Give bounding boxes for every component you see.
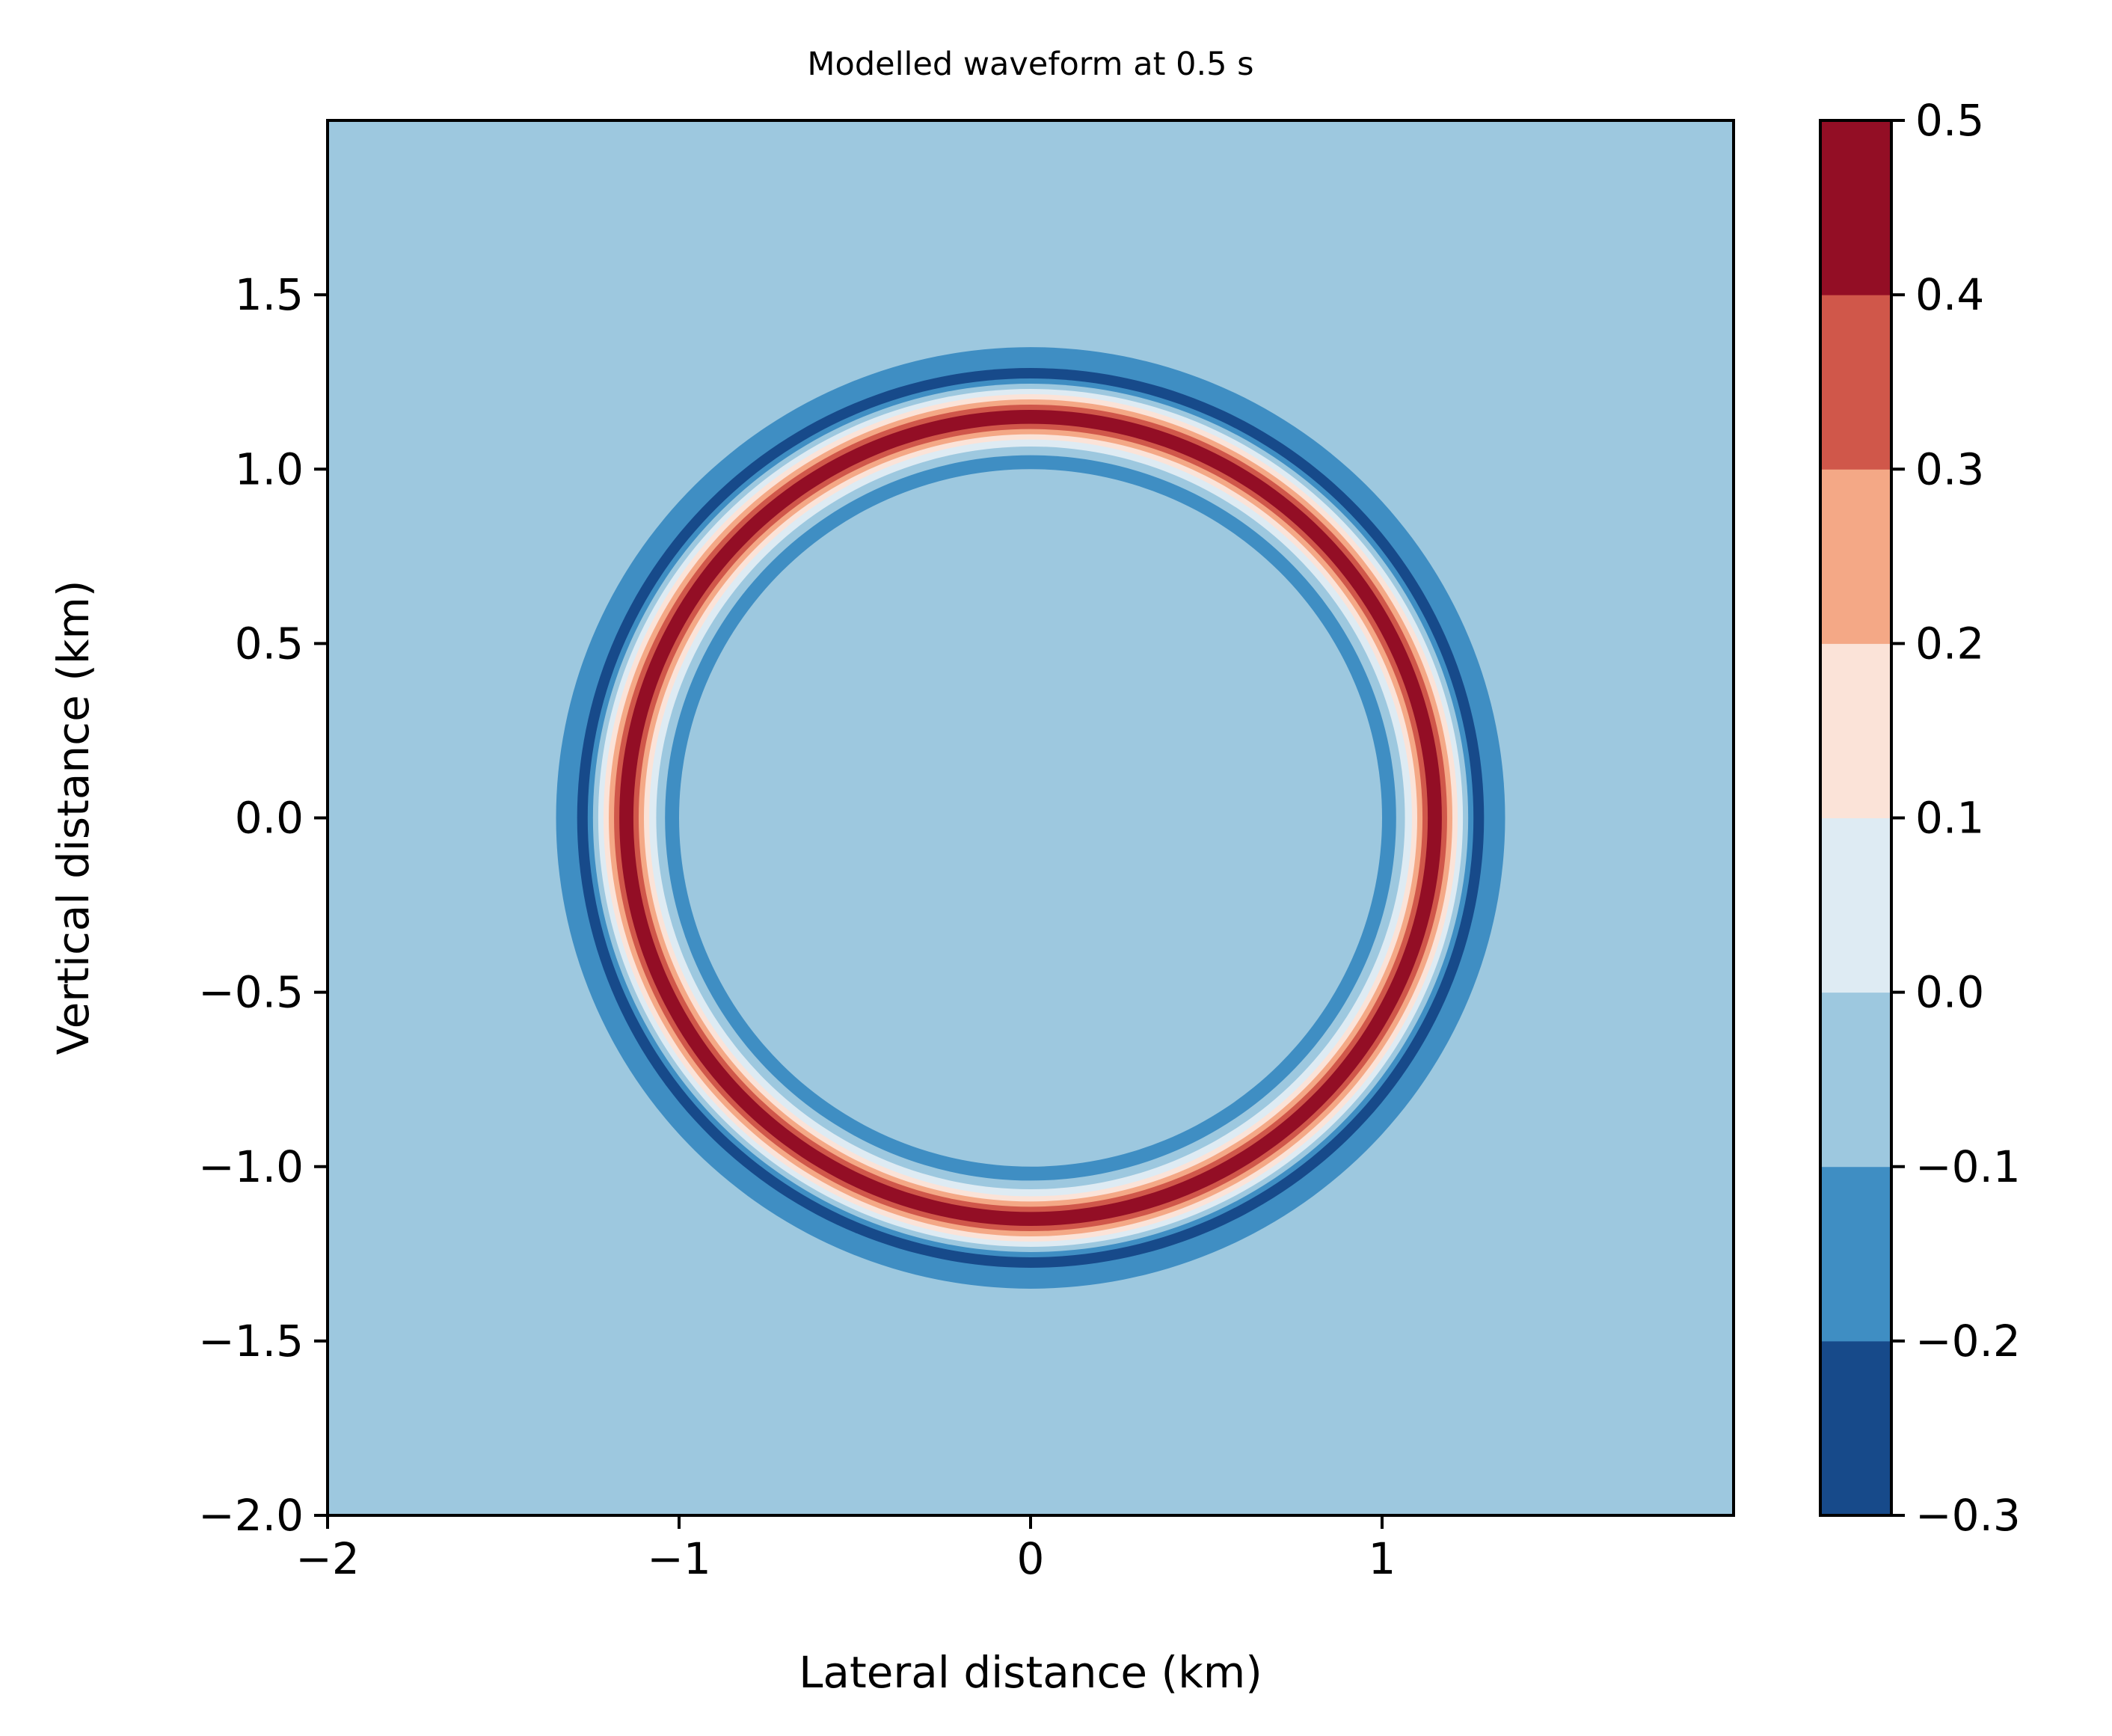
colorbar-tick-label: −0.1 [1915, 1141, 2021, 1192]
y-tick-label: 0.0 [235, 793, 304, 844]
contour-band-15 [679, 469, 1382, 1167]
x-tick-label: 1 [1369, 1533, 1396, 1584]
colorbar-tick-label: 0.1 [1915, 793, 1984, 844]
x-tick-label: −2 [295, 1533, 360, 1584]
colorbar-tick-label: 0.5 [1915, 95, 1984, 146]
chart-title: Modelled waveform at 0.5 s [807, 46, 1253, 83]
y-tick-label: 1.5 [235, 269, 304, 320]
colorbar: −0.3 −0.2 −0.1 0.0 0.1 0.2 0.3 0.4 0.5 [1819, 95, 2021, 1541]
y-tick-label: 0.5 [235, 618, 304, 669]
colorbar-band [1820, 1340, 1891, 1516]
plot-area [328, 120, 1734, 1515]
colorbar-tick-label: −0.3 [1915, 1490, 2021, 1541]
colorbar-band [1820, 120, 1891, 295]
y-tick-label: −1.5 [198, 1316, 304, 1367]
colorbar-band [1820, 1166, 1891, 1342]
y-axis-label: Vertical distance (km) [48, 580, 99, 1055]
y-tick-label: 1.0 [235, 444, 304, 494]
y-tick-label: −0.5 [198, 967, 304, 1018]
colorbar-band [1820, 469, 1891, 644]
colorbar-tick-label: 0.3 [1915, 444, 1984, 494]
colorbar-band [1820, 643, 1891, 818]
colorbar-tick-label: 0.0 [1915, 967, 1984, 1018]
colorbar-band [1820, 295, 1891, 470]
colorbar-tick-label: 0.2 [1915, 618, 1984, 669]
contour-rings [556, 347, 1505, 1289]
colorbar-band [1820, 992, 1891, 1168]
colorbar-tick-label: 0.4 [1915, 269, 1984, 320]
x-axis-label: Lateral distance (km) [799, 1647, 1262, 1698]
y-tick-label: −1.0 [198, 1141, 304, 1192]
y-axis: −2.0 −1.5 −1.0 −0.5 0.0 0.5 1.0 1.5 [198, 269, 328, 1541]
x-tick-label: −1 [647, 1533, 711, 1584]
x-axis: −2 −1 0 1 [295, 1515, 1396, 1584]
colorbar-tick-label: −0.2 [1915, 1316, 2021, 1367]
y-tick-label: −2.0 [198, 1490, 304, 1541]
x-tick-label: 0 [1017, 1533, 1045, 1584]
colorbar-band [1820, 818, 1891, 993]
